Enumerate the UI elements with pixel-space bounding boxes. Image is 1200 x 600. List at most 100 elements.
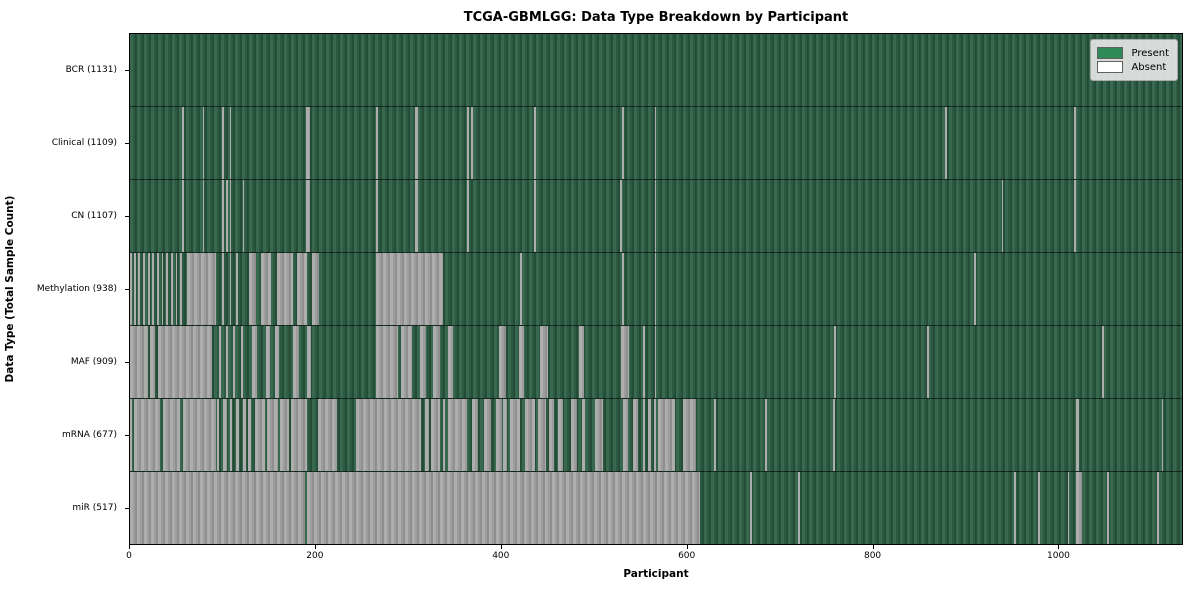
absent-segment: [431, 399, 440, 471]
absent-segment: [266, 399, 278, 471]
absent-segment: [279, 399, 290, 471]
absent-segment: [533, 180, 536, 252]
absent-segment: [833, 399, 836, 471]
absent-segment: [525, 399, 535, 471]
absent-segment: [133, 253, 136, 325]
absent-segment: [414, 180, 419, 252]
absent-segment: [519, 253, 522, 325]
ytick-label-mRNA: mRNA (677): [62, 430, 117, 441]
ytick-label-Clinical: Clinical (1109): [51, 137, 117, 148]
absent-segment: [654, 326, 657, 398]
absent-segment: [166, 253, 169, 325]
legend-item-present: Present: [1097, 47, 1169, 59]
absent-segment: [223, 399, 227, 471]
absent-segment: [265, 326, 271, 398]
absent-segment: [471, 107, 474, 179]
absent-segment: [157, 326, 212, 398]
absent-segment: [219, 326, 222, 398]
y-axis-label: Data Type (Total Sample Count): [4, 195, 16, 383]
absent-segment: [620, 180, 623, 252]
absent-segment: [240, 326, 243, 398]
absent-segment: [202, 107, 205, 179]
x-axis-label: Participant: [623, 568, 689, 580]
heatmap-row-mRNA: [130, 399, 1182, 472]
absent-segment: [183, 399, 216, 471]
absent-segment: [375, 326, 398, 398]
absent-segment: [375, 253, 443, 325]
absent-segment: [502, 399, 507, 471]
absent-segment: [633, 399, 638, 471]
xtick-label-600: 600: [678, 551, 696, 561]
absent-segment: [182, 107, 184, 179]
absent-segment: [750, 472, 753, 544]
absent-segment: [944, 107, 947, 179]
absent-segment: [466, 180, 469, 252]
absent-segment: [973, 253, 976, 325]
absent-segment: [496, 399, 503, 471]
absent-segment: [414, 107, 419, 179]
absent-segment: [236, 399, 239, 471]
absent-segment: [222, 180, 224, 252]
absent-segment: [595, 399, 603, 471]
absent-segment: [236, 253, 238, 325]
heatmap-row-Clinical: [130, 107, 1182, 180]
absent-segment: [927, 326, 929, 398]
absent-segment: [242, 180, 245, 252]
absent-segment: [654, 253, 657, 325]
absent-segment: [275, 326, 279, 398]
absent-segment: [147, 253, 150, 325]
legend-label-absent: Absent: [1131, 61, 1167, 73]
absent-segment: [222, 253, 224, 325]
chart-title: TCGA-GBMLGG: Data Type Breakdown by Part…: [463, 10, 849, 25]
absent-segment: [317, 399, 338, 471]
xtick-label-400: 400: [492, 551, 510, 561]
absent-segment: [222, 107, 224, 179]
absent-segment: [509, 399, 520, 471]
absent-segment: [1075, 399, 1079, 471]
absent-segment: [654, 180, 657, 252]
absent-segment: [162, 399, 181, 471]
absent-segment: [714, 399, 716, 471]
absent-segment: [254, 399, 265, 471]
plot-area: Present Absent: [129, 33, 1183, 545]
absent-segment: [233, 326, 236, 398]
absent-segment: [1156, 472, 1159, 544]
absent-segment: [442, 399, 446, 471]
absent-segment: [400, 326, 412, 398]
absent-segment: [312, 253, 319, 325]
absent-segment: [138, 253, 141, 325]
absent-segment: [1037, 472, 1040, 544]
legend-label-present: Present: [1131, 47, 1169, 59]
legend: Present Absent: [1090, 39, 1178, 81]
absent-segment: [654, 107, 657, 179]
absent-segment: [433, 326, 440, 398]
absent-segment: [1001, 180, 1004, 252]
absent-segment: [579, 326, 584, 398]
absent-segment: [448, 399, 467, 471]
absent-swatch: [1097, 61, 1124, 73]
absent-segment: [130, 326, 148, 398]
absent-segment: [658, 399, 676, 471]
absent-segment: [466, 107, 469, 179]
ytick-mark: [125, 69, 129, 71]
absent-segment: [484, 399, 491, 471]
heatmap-row-miR: [130, 472, 1182, 544]
absent-segment: [499, 326, 506, 398]
heatmap-row-BCR: [130, 34, 1182, 107]
absent-segment: [518, 326, 525, 398]
absent-segment: [242, 399, 247, 471]
heatmap-row-CN: [130, 180, 1182, 253]
ytick-mark: [125, 435, 129, 437]
absent-segment: [557, 399, 564, 471]
absent-segment: [448, 326, 453, 398]
xtick-mark: [314, 545, 316, 549]
absent-segment: [1161, 399, 1164, 471]
present-swatch: [1097, 47, 1124, 59]
ytick-label-Methylation: Methylation (938): [36, 284, 117, 294]
absent-segment: [248, 399, 251, 471]
ytick-mark: [125, 362, 129, 364]
ytick-mark: [125, 508, 129, 510]
absent-segment: [538, 399, 546, 471]
absent-segment: [1074, 180, 1076, 252]
